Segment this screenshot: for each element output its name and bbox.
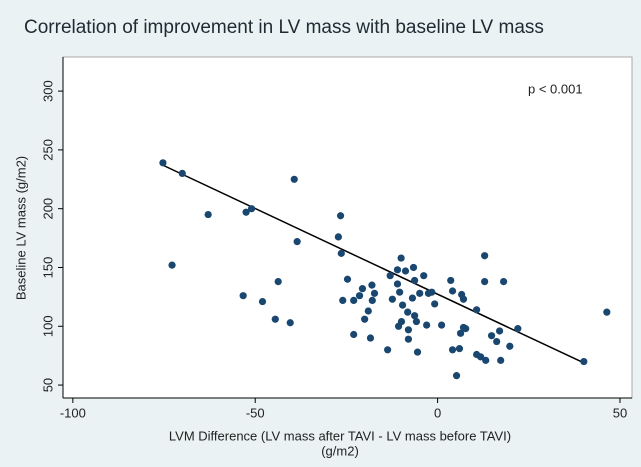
data-point	[411, 312, 419, 320]
data-point	[271, 315, 279, 323]
y-tick-label: 200	[40, 198, 55, 220]
x-tick-label: -50	[246, 405, 265, 420]
y-tick-label: 250	[40, 139, 55, 161]
chart-title: Correlation of improvement in LV mass wi…	[24, 17, 544, 38]
data-point	[428, 288, 436, 296]
x-axis-label: LVM Difference (LV mass after TAVI - LV …	[169, 428, 511, 443]
data-point	[404, 308, 412, 316]
data-point	[368, 281, 376, 289]
y-tick-label: 100	[40, 315, 55, 337]
data-point	[495, 327, 504, 335]
data-point	[413, 348, 422, 356]
data-point	[286, 319, 294, 327]
data-point	[178, 169, 186, 178]
data-point	[343, 275, 352, 283]
data-point	[393, 280, 402, 288]
data-point	[274, 277, 282, 286]
data-point	[477, 353, 485, 361]
data-point	[411, 276, 419, 285]
data-point	[290, 175, 298, 183]
y-tick-label: 300	[40, 80, 55, 102]
data-point	[239, 292, 247, 300]
data-point	[455, 345, 464, 353]
data-point	[404, 326, 413, 334]
data-point	[497, 356, 505, 364]
data-point	[358, 285, 367, 293]
data-point	[334, 233, 342, 241]
data-point	[412, 317, 421, 326]
data-point	[493, 337, 501, 346]
data-point	[366, 334, 375, 342]
data-point	[431, 300, 439, 308]
data-point	[447, 276, 455, 285]
data-point	[398, 301, 407, 309]
x-axis-label: (g/m2)	[321, 443, 359, 458]
data-point	[482, 356, 490, 364]
data-point	[364, 307, 372, 315]
data-point	[408, 294, 417, 302]
data-point	[603, 308, 611, 316]
data-point	[258, 297, 267, 306]
data-point	[393, 266, 402, 274]
data-point	[500, 277, 508, 286]
data-point	[423, 321, 431, 329]
data-point	[394, 322, 403, 330]
x-tick-label: 0	[434, 405, 441, 420]
y-axis-label: Baseline LV mass (g/m2)	[13, 156, 28, 300]
data-point	[448, 346, 457, 354]
data-point	[350, 330, 358, 339]
data-point	[361, 315, 369, 323]
plot-area	[62, 56, 633, 399]
data-point	[350, 296, 358, 305]
data-point	[168, 261, 176, 269]
data-point	[242, 208, 250, 216]
data-point	[580, 357, 588, 366]
data-point	[336, 212, 345, 220]
x-tick-label: 50	[613, 405, 627, 420]
data-point	[293, 238, 301, 246]
data-point	[452, 372, 461, 380]
data-point	[368, 296, 376, 305]
annotation: p < 0.001	[528, 81, 583, 96]
data-point	[416, 289, 424, 297]
data-point	[438, 321, 446, 329]
y-tick-label: 150	[40, 257, 55, 279]
data-point	[409, 263, 418, 272]
data-point	[462, 325, 470, 333]
data-point	[396, 288, 404, 296]
data-point	[384, 346, 392, 354]
data-point	[481, 277, 489, 286]
data-point	[355, 292, 364, 300]
y-tick-label: 50	[40, 378, 55, 392]
data-point	[204, 210, 212, 219]
data-point	[481, 252, 489, 260]
data-point	[159, 159, 167, 167]
trend-line	[160, 163, 584, 364]
data-point	[337, 249, 345, 257]
data-point	[404, 335, 413, 343]
data-point	[448, 287, 457, 295]
data-point	[473, 306, 481, 314]
data-point	[247, 205, 256, 213]
data-point	[339, 296, 347, 305]
data-point	[487, 332, 496, 340]
x-tick-label: -100	[60, 405, 86, 420]
data-point	[388, 295, 396, 303]
data-point	[401, 267, 410, 275]
data-point	[386, 272, 394, 280]
data-point	[459, 295, 468, 303]
data-point	[397, 254, 405, 262]
data-point	[514, 325, 522, 333]
data-point	[506, 342, 514, 350]
data-point	[370, 289, 379, 297]
data-point	[420, 272, 428, 280]
data-point	[456, 329, 465, 337]
